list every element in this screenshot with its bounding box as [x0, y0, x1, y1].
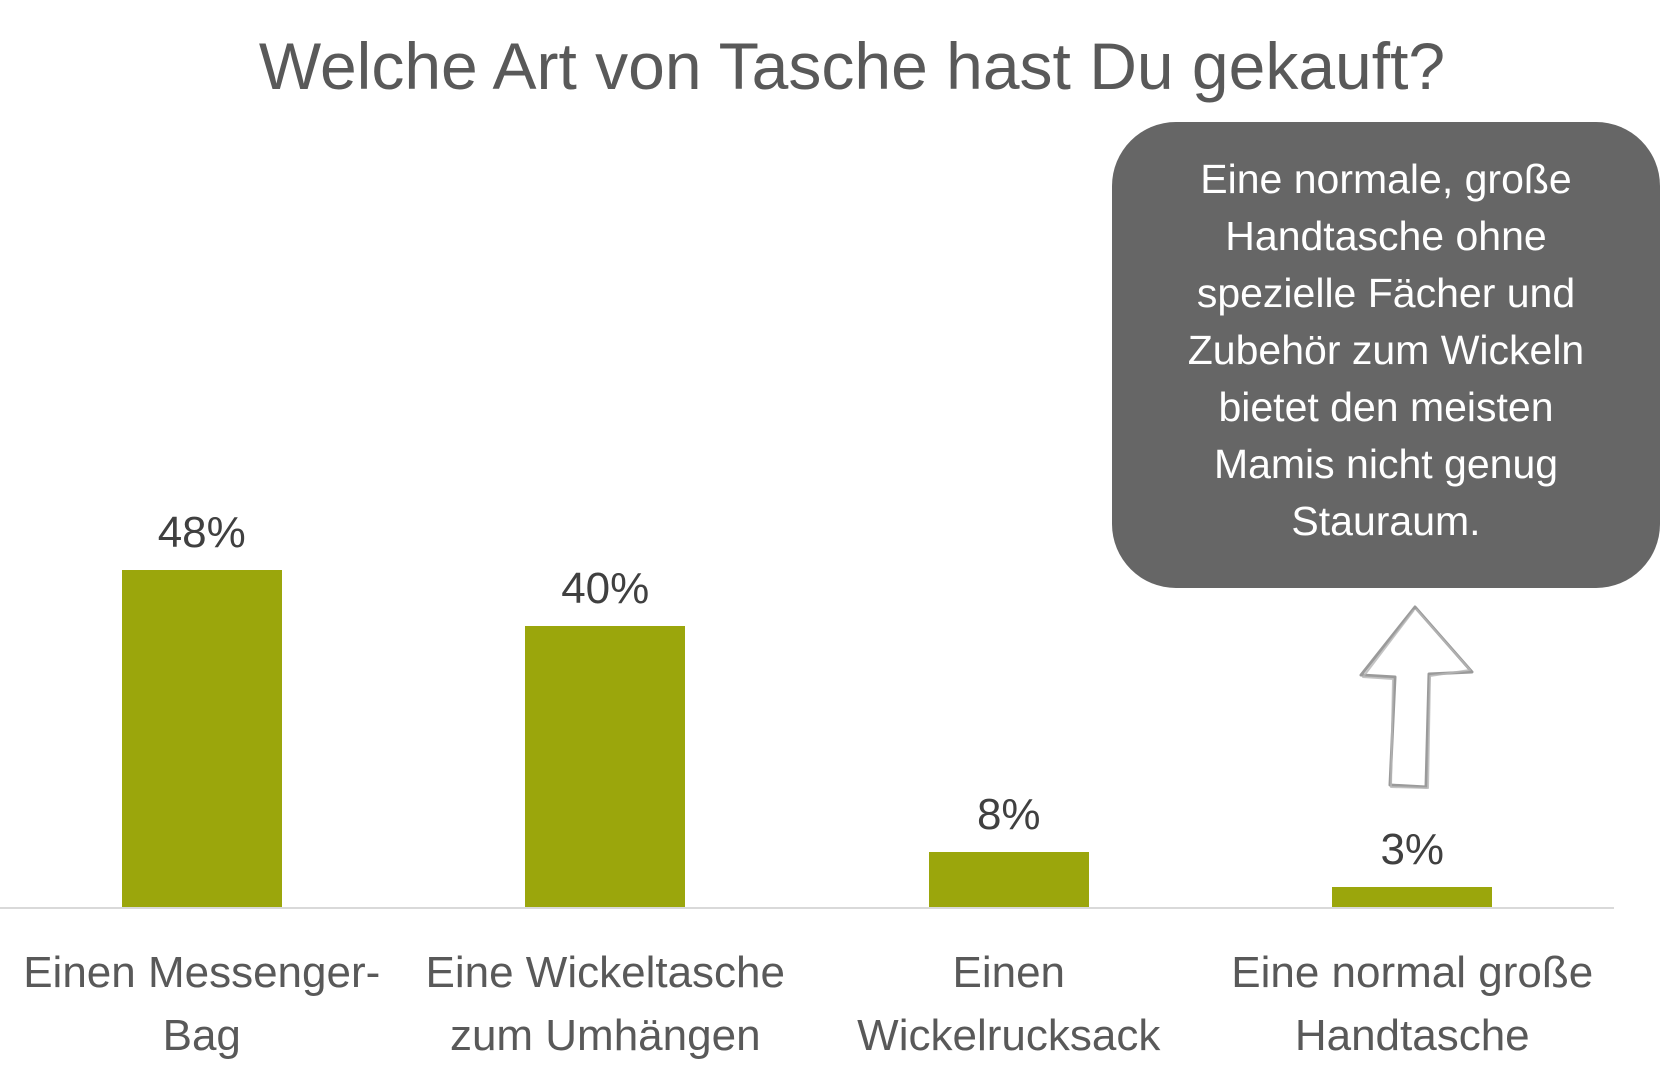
- category-label-handtasche: Eine normal große Handtasche: [1231, 948, 1594, 1060]
- arrow-up-outline-icon: [1359, 605, 1474, 789]
- callout-line: Eine normale, große: [1200, 156, 1572, 202]
- callout-line: Zubehör zum Wickeln: [1187, 327, 1585, 373]
- bar-wickeltasche: [525, 626, 686, 908]
- data-label-messenger-bag: 48%: [157, 507, 246, 557]
- callout-line: Mamis nicht genug: [1213, 441, 1559, 487]
- callout-line: spezielle Fächer und: [1196, 270, 1576, 316]
- callout-line: Handtasche ohne: [1225, 213, 1547, 259]
- category-label-wickelrucksack: Einen Wickelrucksack: [857, 948, 1161, 1060]
- callout-box: Eine normale, große Handtasche ohne spez…: [1112, 122, 1660, 588]
- data-label-wickeltasche: 40%: [561, 564, 650, 613]
- bar-wickelrucksack: [928, 851, 1089, 908]
- callout-line: bietet den meisten: [1218, 384, 1554, 430]
- bar-handtasche: [1332, 886, 1493, 908]
- x-axis-line: [0, 907, 1614, 909]
- data-label-handtasche: 3%: [1380, 824, 1445, 874]
- callout-line: Stauraum.: [1291, 498, 1481, 544]
- data-label-wickelrucksack: 8%: [976, 789, 1041, 839]
- callout-text: Eine normale, große Handtasche ohne spez…: [1112, 151, 1660, 550]
- category-label-messenger-bag: Einen Messenger-Bag: [23, 948, 381, 1060]
- chart-title: Welche Art von Tasche hast Du gekauft?: [258, 29, 1446, 103]
- bar-messenger-bag: [121, 569, 282, 908]
- category-label-wickeltasche: Eine Wickeltasche zum Umhängen: [425, 948, 785, 1060]
